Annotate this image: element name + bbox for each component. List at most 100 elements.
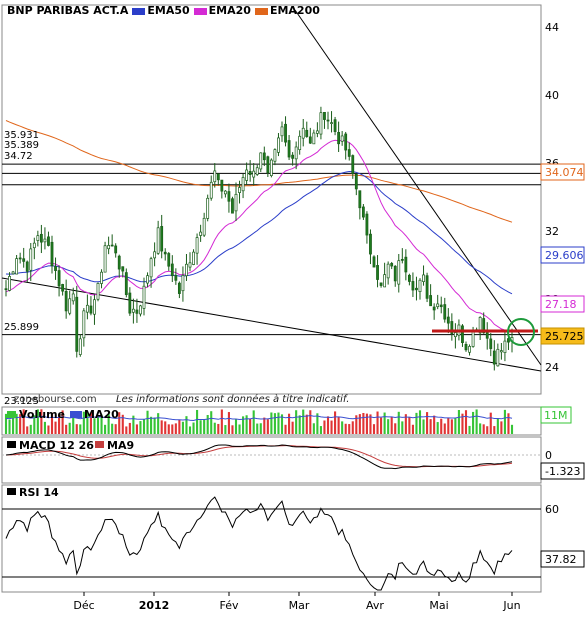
ema20-tag: 27.18 xyxy=(545,298,577,311)
volume-bar xyxy=(128,422,131,434)
candle xyxy=(18,257,22,260)
volume-bar xyxy=(96,417,100,434)
volume-bar xyxy=(50,412,54,434)
candle xyxy=(425,275,429,299)
volume-bar xyxy=(305,414,308,434)
volume-bar xyxy=(493,426,496,434)
candle xyxy=(15,258,19,275)
candle xyxy=(160,226,164,252)
candle xyxy=(146,275,149,284)
volume-bar xyxy=(263,417,266,434)
resistance-trendline xyxy=(294,9,542,366)
candle xyxy=(277,137,280,153)
x-tick-label: Mai xyxy=(429,599,448,612)
volume-bar xyxy=(447,417,450,434)
rsi-panel-frame xyxy=(1,484,542,593)
candle xyxy=(280,126,284,137)
volume-bar xyxy=(472,411,475,434)
candle xyxy=(471,330,475,347)
volume-bar xyxy=(242,416,245,434)
volume-bar xyxy=(284,424,287,434)
x-tick-label: Fév xyxy=(219,599,238,612)
candle xyxy=(195,237,199,254)
volume-bar xyxy=(429,419,432,434)
support-trendline xyxy=(1,277,542,372)
volume-bar xyxy=(125,426,128,434)
volume-bar xyxy=(273,413,276,434)
volume-bars xyxy=(4,409,514,434)
volume-tag: 11M xyxy=(544,409,568,422)
rsi-60-tick: 60 xyxy=(545,503,559,516)
volume-bar xyxy=(496,418,499,434)
candle xyxy=(422,274,425,282)
candle xyxy=(227,191,231,202)
volume-bar xyxy=(104,424,107,434)
volume-bar xyxy=(114,424,117,434)
candle xyxy=(8,276,11,291)
volume-bar xyxy=(203,419,206,434)
volume-bar xyxy=(309,410,312,434)
volume-bar xyxy=(75,424,78,434)
rsi-label: RSI 14 xyxy=(19,486,59,499)
volume-bar xyxy=(440,418,443,434)
volume-panel: Volume MA20 11M xyxy=(1,406,572,436)
volume-bar xyxy=(351,421,354,434)
volume-bar xyxy=(107,413,110,434)
macd-panel: MACD 12 26 MA9 0 -1.323 xyxy=(1,436,585,484)
x-tick-label: Déc xyxy=(73,599,94,612)
volume-bar xyxy=(224,425,227,434)
volume-bar xyxy=(450,419,453,434)
volume-bar xyxy=(33,415,36,434)
candle xyxy=(358,190,362,209)
candle xyxy=(443,304,447,320)
candle xyxy=(269,159,273,176)
macd-tag-box xyxy=(540,462,585,480)
candle xyxy=(206,197,210,219)
volume-bar xyxy=(348,424,351,434)
candle xyxy=(4,288,8,291)
volume-bar xyxy=(312,423,315,434)
volume-bar xyxy=(58,414,61,434)
volume-bar xyxy=(355,415,358,434)
horizontal-levels xyxy=(2,163,541,336)
candle xyxy=(54,266,57,271)
candle xyxy=(323,111,326,120)
volume-bar xyxy=(500,421,503,434)
volume-bar xyxy=(188,426,192,434)
candle xyxy=(93,299,96,315)
volume-bar xyxy=(86,412,89,434)
candle xyxy=(464,343,468,351)
candle xyxy=(499,350,503,353)
macd-label: MACD 12 26 xyxy=(19,439,94,452)
volume-ma-label: MA20 xyxy=(84,408,119,421)
candle xyxy=(326,119,330,122)
volume-bar xyxy=(22,409,25,434)
volume-bar xyxy=(365,413,368,434)
x-tick-label: Mar xyxy=(289,599,310,612)
disclaimer: Les informations sont données à titre in… xyxy=(116,393,349,405)
volume-bar xyxy=(486,426,489,434)
macd-panel-frame xyxy=(1,436,542,484)
candle xyxy=(156,227,160,254)
candlesticks xyxy=(4,106,514,371)
candle xyxy=(68,298,72,314)
volume-bar xyxy=(245,415,248,434)
level-label-1: 35.931 xyxy=(4,130,39,141)
volume-bar xyxy=(142,418,146,434)
candle xyxy=(259,152,263,170)
level-labels: 35.931 35.389 34.72 25.899 23.125 xyxy=(4,130,39,407)
volume-bar xyxy=(171,424,174,434)
volume-bar xyxy=(372,424,376,434)
volume-bar xyxy=(181,421,184,434)
volume-bar xyxy=(132,415,135,434)
candle xyxy=(96,283,100,300)
candle xyxy=(163,251,167,255)
candle xyxy=(308,136,312,144)
candle xyxy=(369,233,372,255)
candle xyxy=(223,190,227,195)
volume-bar xyxy=(12,411,15,434)
legend-ema200: EMA200 xyxy=(254,4,320,17)
volume-bar xyxy=(411,424,414,434)
level-label-4: 25.899 xyxy=(4,322,39,333)
